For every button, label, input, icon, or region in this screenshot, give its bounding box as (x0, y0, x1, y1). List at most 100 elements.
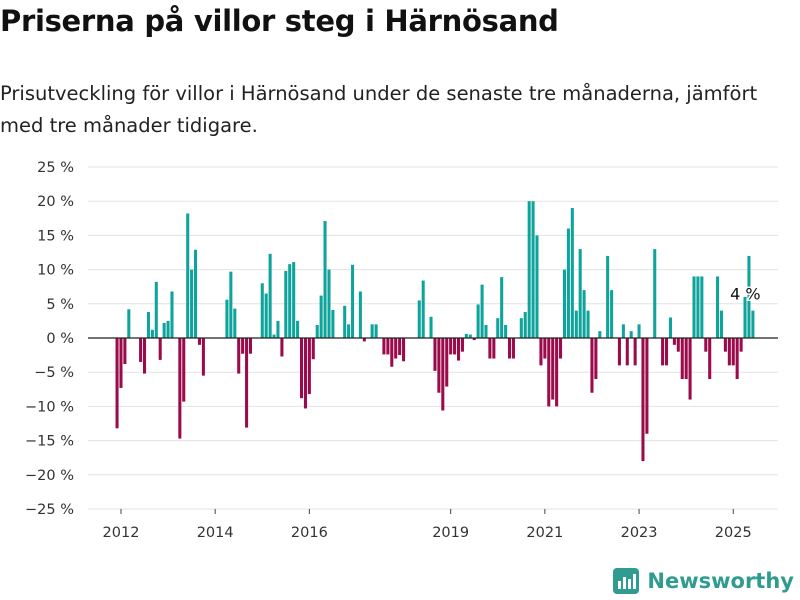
bar (519, 318, 523, 338)
bar (460, 338, 464, 352)
bar (645, 338, 649, 434)
bar (146, 312, 150, 338)
bar (139, 338, 143, 362)
y-axis-tick-labels: 25 % 20 % 15 % 10 % 5 % 0 % −5 % −10 % −15 % −20 … (25, 160, 74, 518)
bar (260, 283, 264, 338)
bar (504, 325, 508, 338)
bar (351, 264, 355, 338)
y-tick-label: 0 % (46, 331, 74, 347)
y-tick-label: −10 % (25, 399, 74, 415)
bar (288, 264, 292, 338)
bar (751, 310, 755, 338)
bar (539, 338, 543, 366)
bar (307, 338, 311, 395)
y-tick-label: −5 % (34, 365, 74, 381)
bar (696, 276, 700, 338)
bar (719, 310, 724, 338)
x-tick-label: 2025 (715, 525, 752, 541)
x-tick-label: 2021 (526, 525, 563, 541)
bar (445, 338, 449, 387)
bar (421, 280, 425, 338)
bar (241, 338, 245, 354)
bar (547, 338, 551, 407)
bar (150, 329, 154, 338)
bar (119, 338, 123, 388)
bar (562, 269, 567, 338)
bar (531, 201, 535, 338)
y-tick-label: −15 % (25, 434, 74, 450)
annotations: 4 % (729, 283, 762, 305)
bar (708, 338, 712, 380)
bar (162, 322, 166, 338)
bar (468, 334, 472, 338)
bar (248, 338, 253, 354)
newsworthy-logo-icon (613, 568, 640, 594)
bar (229, 271, 233, 338)
bar (386, 338, 390, 355)
bar (511, 338, 515, 359)
bar (457, 338, 461, 361)
bar (500, 277, 504, 338)
x-tick-label: 2016 (291, 525, 328, 541)
bar (453, 338, 457, 355)
bar (417, 300, 421, 338)
y-tick-label: 5 % (46, 297, 74, 313)
bar (743, 296, 747, 338)
y-tick-label: 10 % (37, 263, 74, 279)
y-tick-label: −20 % (25, 468, 74, 484)
bar (154, 281, 158, 338)
newsworthy-logo: Newsworthy (613, 568, 794, 594)
bar (582, 290, 586, 338)
bar (723, 338, 727, 352)
bar (166, 320, 170, 338)
bar (594, 338, 598, 380)
bar (343, 305, 347, 338)
bar (362, 338, 366, 342)
x-axis-tick-labels: 2012 2014 2016 2019 2021 2023 2025 (103, 509, 752, 541)
bar (115, 338, 119, 429)
bar (606, 255, 610, 338)
bar (664, 338, 669, 366)
bar (625, 338, 629, 366)
bar (123, 338, 127, 364)
bar (194, 249, 198, 338)
bar (280, 338, 284, 357)
page-title: Priserna på villor steg i Härnösand (0, 4, 559, 38)
bar (684, 338, 688, 380)
bar (598, 331, 602, 338)
bar (178, 338, 182, 439)
y-tick-label: 20 % (37, 194, 74, 210)
bar (578, 249, 582, 338)
bar (566, 228, 570, 338)
bar (394, 338, 398, 359)
bar (621, 324, 625, 338)
bar (692, 276, 696, 338)
bar (617, 338, 621, 366)
bar (570, 208, 574, 338)
bar (127, 309, 131, 338)
bar (716, 276, 720, 338)
bar (276, 320, 280, 338)
bar (449, 338, 453, 355)
bar (170, 291, 174, 338)
bar (739, 338, 743, 352)
bar (245, 338, 249, 428)
bar (668, 317, 672, 338)
bar (374, 324, 378, 338)
bar (237, 338, 241, 374)
newsworthy-logo-text: Newsworthy (647, 569, 794, 593)
bar (197, 338, 202, 345)
bar (299, 338, 304, 399)
bar (201, 338, 205, 376)
bar (264, 293, 268, 338)
bar (672, 338, 676, 345)
bar (476, 304, 480, 338)
bar (303, 338, 307, 409)
price-change-bar-chart: 25 % 20 % 15 % 10 % 5 % 0 % −5 % −10 % −15 % −20 … (25, 160, 778, 541)
bar (142, 338, 147, 374)
bar (586, 310, 590, 338)
bar (433, 338, 437, 371)
bar (543, 338, 547, 359)
bar (484, 325, 488, 338)
bar (272, 334, 276, 338)
